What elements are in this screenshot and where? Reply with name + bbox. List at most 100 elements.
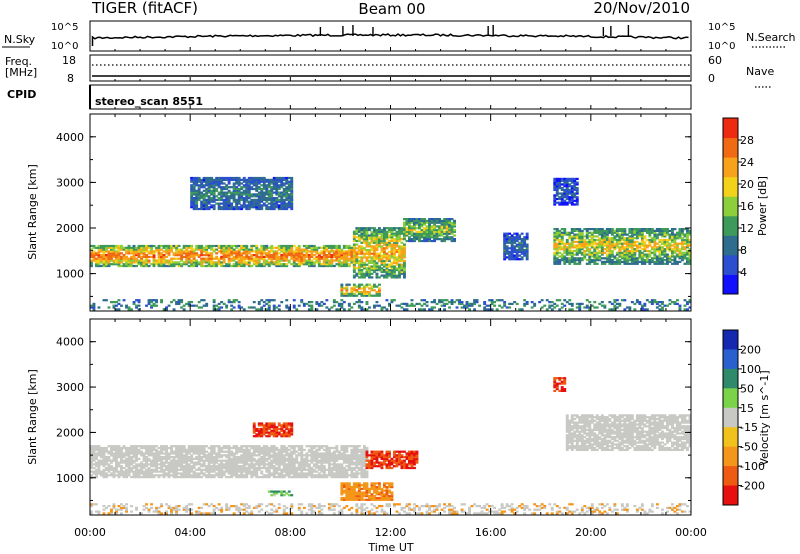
heatmap-cell <box>681 242 684 245</box>
heatmap-cell <box>225 254 229 257</box>
heatmap-cell <box>590 253 594 256</box>
heatmap-cell <box>553 228 557 231</box>
heatmap-cell <box>415 512 419 515</box>
heatmap-cell <box>608 231 612 234</box>
heatmap-cell <box>678 229 682 233</box>
heatmap-cell <box>277 206 281 209</box>
heatmap-cell <box>135 466 138 470</box>
heatmap-cell <box>172 506 176 510</box>
heatmap-cell <box>272 182 276 185</box>
heatmap-cell <box>90 470 93 473</box>
heatmap-cell <box>370 276 374 279</box>
heatmap-cell <box>157 261 161 264</box>
heatmap-cell <box>190 250 194 253</box>
heatmap-cell <box>145 446 148 450</box>
heatmap-cell <box>553 187 557 190</box>
heatmap-cell <box>275 189 279 192</box>
heatmap-cell <box>137 308 141 311</box>
heatmap-cell <box>267 206 271 209</box>
heatmap-cell <box>290 198 294 202</box>
heatmap-cell <box>175 252 178 255</box>
heatmap-cell <box>383 270 386 274</box>
heatmap-cell <box>312 263 316 266</box>
heatmap-cell <box>275 180 279 183</box>
heatmap-cell <box>600 262 604 265</box>
heatmap-cell <box>225 252 229 255</box>
heatmap-cell <box>230 206 234 209</box>
heatmap-cell <box>247 306 251 309</box>
heatmap-cell <box>217 191 221 194</box>
heatmap-cell <box>640 253 644 256</box>
heatmap-cell <box>192 255 196 259</box>
heatmap-cell <box>435 508 439 511</box>
heatmap-cell <box>671 301 674 304</box>
heatmap-cell <box>368 274 371 277</box>
heatmap-cell <box>453 510 456 513</box>
heatmap-cell <box>605 229 609 233</box>
heatmap-cell <box>112 470 116 473</box>
heatmap-cell <box>555 260 559 264</box>
heatmap-cell <box>252 506 256 510</box>
heatmap-cell <box>280 250 284 253</box>
heatmap-cell <box>383 265 386 268</box>
heatmap-cell <box>433 505 436 508</box>
heatmap-cell <box>287 184 291 187</box>
heatmap-cell <box>570 231 574 234</box>
heatmap-cell <box>643 229 647 233</box>
heatmap-cell <box>340 255 344 259</box>
heatmap-cell <box>262 248 266 251</box>
heatmap-cell <box>205 304 209 307</box>
heatmap-cell <box>127 252 131 255</box>
heatmap-cell <box>147 468 151 471</box>
heatmap-cell <box>553 244 557 247</box>
heatmap-cell <box>237 195 241 198</box>
heatmap-cell <box>110 512 113 515</box>
heatmap-cell <box>95 257 98 260</box>
heatmap-cell <box>565 260 569 264</box>
heatmap-cell <box>355 232 359 235</box>
heatmap-cell <box>120 446 123 450</box>
freq-tick-low: 8 <box>67 72 74 85</box>
heatmap-cell <box>558 510 562 513</box>
heatmap-cell <box>515 243 519 246</box>
heatmap-cell <box>671 248 674 251</box>
heatmap-cell <box>570 201 574 204</box>
heatmap-cell <box>202 250 206 253</box>
heatmap-cell <box>310 261 314 264</box>
heatmap-cell <box>495 510 499 513</box>
heatmap-cell <box>363 272 366 275</box>
heatmap-cell <box>285 259 289 262</box>
heatmap-cell <box>142 254 146 257</box>
heatmap-cell <box>205 202 209 205</box>
heatmap-cell <box>400 238 404 241</box>
heatmap-cell <box>270 195 274 198</box>
heatmap-cell <box>130 246 133 249</box>
heatmap-cell <box>92 252 96 255</box>
heatmap-cell <box>505 250 509 254</box>
heatmap-cell <box>623 260 627 264</box>
heatmap-cell <box>275 176 279 180</box>
heatmap-cell <box>137 299 141 302</box>
heatmap-cell <box>337 259 341 262</box>
heatmap-cell <box>668 242 672 245</box>
heatmap-cell <box>668 299 672 302</box>
heatmap-cell <box>363 290 366 294</box>
heatmap-cell <box>215 252 219 255</box>
heatmap-cell <box>120 261 123 264</box>
heatmap-cell <box>373 259 376 263</box>
heatmap-cell <box>383 238 386 241</box>
heatmap-cell <box>102 450 106 453</box>
heatmap-cell <box>212 304 216 307</box>
heatmap-cell <box>342 292 346 296</box>
heatmap-cell <box>260 195 264 198</box>
heatmap-cell <box>600 260 604 264</box>
heatmap-cell <box>503 232 507 235</box>
heatmap-cell <box>686 308 689 311</box>
heatmap-cell <box>107 250 111 253</box>
heatmap-cell <box>403 510 406 513</box>
heatmap-cell <box>628 306 632 309</box>
heatmap-cell <box>590 235 594 238</box>
heatmap-cell <box>302 302 306 306</box>
heatmap-cell <box>638 506 642 510</box>
heatmap-cell <box>503 258 507 261</box>
